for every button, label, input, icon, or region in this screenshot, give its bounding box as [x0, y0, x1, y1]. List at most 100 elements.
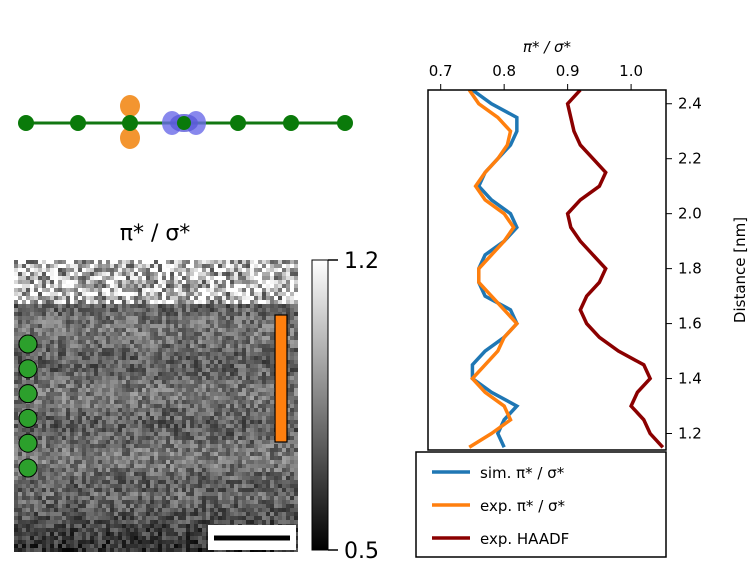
pixel — [94, 540, 98, 544]
pixel — [178, 524, 182, 528]
pixel — [54, 308, 58, 312]
pixel — [178, 448, 182, 452]
pixel — [110, 304, 114, 308]
pixel — [206, 372, 210, 376]
pixel — [54, 524, 58, 528]
pixel — [42, 524, 46, 528]
pixel — [158, 384, 162, 388]
pixel — [102, 444, 106, 448]
pixel — [110, 396, 114, 400]
pixel — [282, 260, 286, 264]
pixel — [86, 276, 90, 280]
pixel — [142, 420, 146, 424]
pixel — [246, 324, 250, 328]
pixel — [178, 512, 182, 516]
pixel — [178, 400, 182, 404]
pixel — [162, 300, 166, 304]
pixel — [30, 508, 34, 512]
pixel — [126, 272, 130, 276]
pixel — [106, 456, 110, 460]
pixel — [130, 260, 134, 264]
pixel — [206, 336, 210, 340]
pixel — [142, 404, 146, 408]
pixel — [74, 508, 78, 512]
pixel — [214, 508, 218, 512]
pixel — [102, 512, 106, 516]
pixel — [142, 464, 146, 468]
pixel — [70, 264, 74, 268]
pixel — [198, 268, 202, 272]
pixel — [270, 392, 274, 396]
pixel — [266, 356, 270, 360]
pixel — [138, 332, 142, 336]
pixel — [78, 316, 82, 320]
pixel — [70, 320, 74, 324]
pixel — [282, 480, 286, 484]
pixel — [42, 296, 46, 300]
pixel — [14, 356, 18, 360]
pixel — [134, 284, 138, 288]
pixel — [250, 472, 254, 476]
pixel — [274, 452, 278, 456]
pixel — [262, 488, 266, 492]
pixel — [70, 396, 74, 400]
pixel — [74, 484, 78, 488]
pixel — [58, 476, 62, 480]
pixel — [166, 308, 170, 312]
pixel — [114, 340, 118, 344]
pixel — [114, 260, 118, 264]
pixel — [142, 384, 146, 388]
pixel — [230, 312, 234, 316]
pixel — [34, 336, 38, 340]
pixel — [94, 320, 98, 324]
pixel — [222, 424, 226, 428]
pixel — [286, 380, 290, 384]
pixel — [138, 472, 142, 476]
pixel — [118, 328, 122, 332]
pixel — [38, 456, 42, 460]
pixel — [142, 480, 146, 484]
pixel — [190, 516, 194, 520]
pixel — [178, 296, 182, 300]
pixel — [238, 300, 242, 304]
pixel — [230, 340, 234, 344]
pixel — [78, 468, 82, 472]
pixel — [54, 408, 58, 412]
pixel — [34, 484, 38, 488]
pixel — [174, 480, 178, 484]
pixel — [70, 404, 74, 408]
pixel — [286, 492, 290, 496]
pixel — [86, 368, 90, 372]
pixel — [218, 308, 222, 312]
pixel — [246, 328, 250, 332]
pixel — [94, 516, 98, 520]
pixel — [222, 368, 226, 372]
pixel — [186, 352, 190, 356]
pixel — [294, 304, 298, 308]
pixel — [66, 288, 70, 292]
pixel — [242, 416, 246, 420]
pixel — [146, 436, 150, 440]
pixel — [54, 296, 58, 300]
pixel — [74, 488, 78, 492]
pixel — [50, 436, 54, 440]
pixel — [238, 480, 242, 484]
pixel — [22, 268, 26, 272]
pixel — [198, 416, 202, 420]
pixel — [286, 376, 290, 380]
pixel — [150, 516, 154, 520]
pixel — [174, 536, 178, 540]
pixel — [98, 492, 102, 496]
pixel — [42, 392, 46, 396]
pixel — [78, 360, 82, 364]
pixel — [54, 452, 58, 456]
pixel — [118, 276, 122, 280]
pixel — [122, 428, 126, 432]
pixel — [226, 340, 230, 344]
pixel — [214, 340, 218, 344]
pixel — [238, 268, 242, 272]
pixel — [182, 408, 186, 412]
pixel — [106, 332, 110, 336]
pixel — [118, 452, 122, 456]
pixel — [166, 472, 170, 476]
